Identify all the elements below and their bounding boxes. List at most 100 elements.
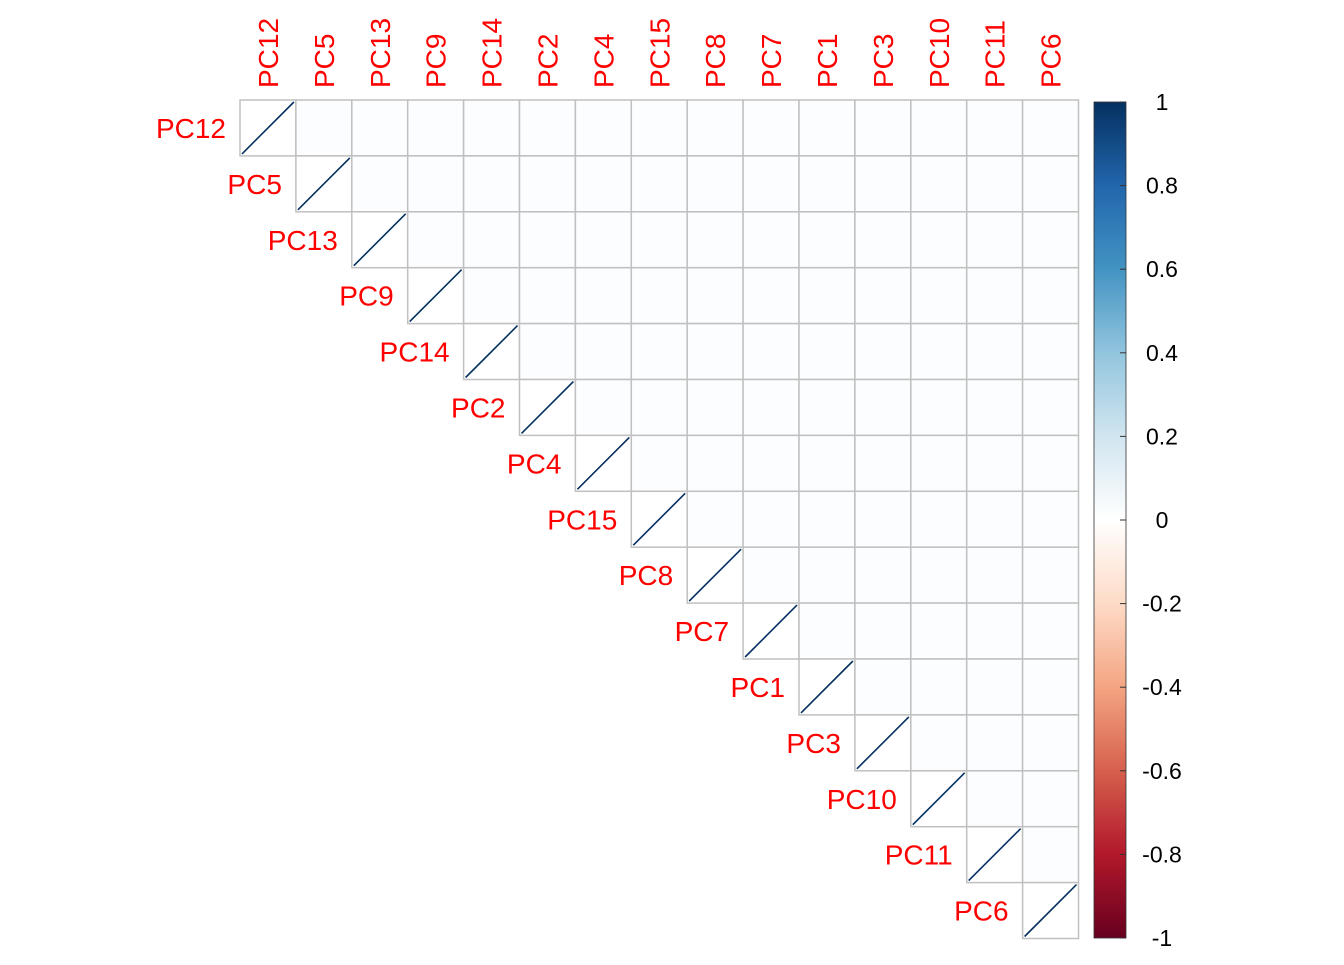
colorbar-tick-label: -0.4 [1142, 674, 1182, 700]
cell-PC8-PC7 [742, 546, 800, 604]
cell-PC3-PC6 [1021, 714, 1080, 772]
row-label: PC1 [731, 672, 785, 703]
cell-PC5-PC10 [910, 155, 968, 213]
diagonal-mark-PC11 [968, 828, 1022, 882]
cell-PC9-PC15 [630, 266, 688, 325]
cell-PC15-PC10 [910, 490, 968, 548]
cell-PC9-PC1 [798, 266, 856, 325]
cell-PC11-PC6 [1021, 825, 1080, 884]
diagonal-mark-PC9 [409, 269, 463, 323]
colorbar-tick-label: -0.8 [1142, 841, 1182, 867]
colorbar-tick-label: 1 [1156, 89, 1169, 115]
cell-PC13-PC6 [1021, 211, 1080, 269]
cell-PC4-PC1 [798, 434, 856, 493]
cell-PC4-PC3 [854, 434, 912, 493]
colorbar-tick-label: 0.8 [1146, 173, 1178, 199]
cell-PC5-PC6 [1021, 155, 1080, 213]
diagonal-mark-PC4 [576, 436, 630, 490]
colorbar-tick-label: -0.6 [1142, 758, 1182, 784]
colorbar-tick-label: -0.2 [1142, 591, 1182, 617]
diagonal-mark-PC3 [856, 716, 910, 770]
diagonal-mark-PC14 [465, 325, 519, 379]
column-label: PC7 [756, 34, 787, 88]
column-label: PC8 [700, 34, 731, 88]
column-label: PC3 [868, 34, 899, 88]
cell-PC2-PC3 [854, 378, 912, 437]
cell-PC14-PC8 [686, 322, 744, 381]
cell-PC14-PC15 [630, 322, 688, 381]
cell-PC13-PC4 [574, 211, 633, 269]
cell-PC5-PC15 [630, 155, 688, 213]
cell-PC1-PC10 [910, 658, 968, 716]
diagonal-mark-PC13 [353, 213, 407, 267]
colorbar-tick-label: 0.2 [1146, 423, 1178, 449]
cell-PC13-PC15 [630, 211, 688, 269]
cell-PC13-PC9 [406, 211, 465, 269]
column-label: PC14 [477, 18, 508, 88]
colorbar-tick-label: 0.6 [1146, 256, 1178, 282]
row-label: PC12 [156, 113, 226, 144]
colorbar-tick-label: -1 [1152, 925, 1172, 951]
cell-PC9-PC7 [742, 266, 800, 325]
row-label: PC7 [675, 616, 729, 647]
cell-PC5-PC8 [686, 155, 744, 213]
cell-PC9-PC2 [518, 266, 577, 325]
cell-PC2-PC10 [910, 378, 968, 437]
column-label: PC9 [421, 34, 452, 88]
cell-PC15-PC8 [686, 490, 744, 548]
diagonal-mark-PC6 [1024, 884, 1078, 938]
cell-PC12-PC1 [798, 99, 856, 157]
row-label: PC3 [786, 728, 840, 759]
cell-PC9-PC11 [965, 266, 1024, 325]
diagonal-mark-PC12 [241, 101, 295, 155]
cell-PC8-PC10 [910, 546, 968, 604]
cell-PC4-PC8 [686, 434, 744, 493]
cell-PC5-PC14 [462, 155, 521, 213]
column-label: PC13 [365, 18, 396, 88]
cell-PC9-PC8 [686, 266, 744, 325]
cell-PC12-PC9 [406, 99, 465, 157]
cell-PC12-PC10 [910, 99, 968, 157]
cell-PC1-PC11 [965, 658, 1024, 716]
cell-PC2-PC8 [686, 378, 744, 437]
cell-PC14-PC4 [574, 322, 633, 381]
cell-PC12-PC5 [295, 99, 353, 157]
cell-PC2-PC6 [1021, 378, 1080, 437]
cell-PC14-PC1 [798, 322, 856, 381]
cell-PC15-PC6 [1021, 490, 1080, 548]
row-label: PC9 [339, 281, 393, 312]
cell-PC13-PC3 [854, 211, 912, 269]
diagonal-mark-PC8 [688, 548, 742, 602]
cell-PC12-PC7 [742, 99, 800, 157]
cell-PC12-PC15 [630, 99, 688, 157]
cell-PC14-PC7 [742, 322, 800, 381]
cell-PC4-PC10 [910, 434, 968, 493]
diagonal-mark-PC1 [800, 660, 854, 714]
cell-PC5-PC2 [518, 155, 577, 213]
cell-PC14-PC10 [910, 322, 968, 381]
matrix-cells [239, 99, 1080, 940]
column-label: PC10 [924, 18, 955, 88]
column-label: PC15 [644, 18, 675, 88]
cell-PC12-PC4 [574, 99, 633, 157]
column-label: PC12 [253, 18, 284, 88]
cell-PC1-PC3 [854, 658, 912, 716]
cell-PC5-PC11 [965, 155, 1024, 213]
diagonal-mark-PC10 [912, 772, 966, 826]
cell-PC4-PC6 [1021, 434, 1080, 493]
cell-PC12-PC2 [518, 99, 577, 157]
cell-PC12-PC8 [686, 99, 744, 157]
cell-PC2-PC4 [574, 378, 633, 437]
cell-PC2-PC15 [630, 378, 688, 437]
cell-PC9-PC10 [910, 266, 968, 325]
cell-PC13-PC10 [910, 211, 968, 269]
cell-PC5-PC9 [406, 155, 465, 213]
cell-PC5-PC13 [351, 155, 409, 213]
cell-PC14-PC2 [518, 322, 577, 381]
row-label: PC13 [268, 225, 338, 256]
cell-PC2-PC7 [742, 378, 800, 437]
cell-PC7-PC11 [965, 602, 1024, 660]
colorbar-tick-label: 0 [1156, 507, 1169, 533]
